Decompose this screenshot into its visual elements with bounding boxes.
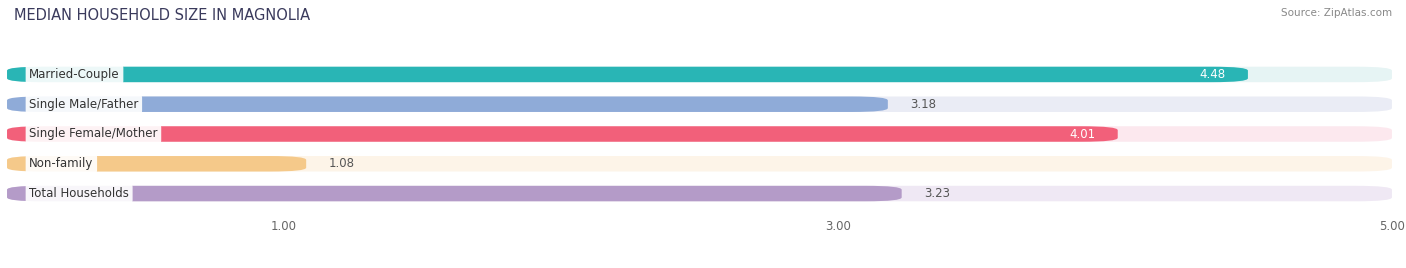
Text: 3.23: 3.23 (924, 187, 950, 200)
Text: 4.01: 4.01 (1070, 128, 1095, 140)
FancyBboxPatch shape (7, 126, 1118, 142)
Text: Total Households: Total Households (30, 187, 129, 200)
Text: Non-family: Non-family (30, 157, 94, 170)
Text: 1.08: 1.08 (329, 157, 354, 170)
FancyBboxPatch shape (7, 156, 1392, 172)
FancyBboxPatch shape (7, 67, 1249, 82)
FancyBboxPatch shape (7, 96, 887, 112)
Text: 3.18: 3.18 (910, 98, 936, 111)
FancyBboxPatch shape (7, 126, 1392, 142)
FancyBboxPatch shape (7, 186, 1392, 201)
Text: Single Male/Father: Single Male/Father (30, 98, 139, 111)
FancyBboxPatch shape (7, 96, 1392, 112)
Text: 4.48: 4.48 (1199, 68, 1226, 81)
Text: Single Female/Mother: Single Female/Mother (30, 128, 157, 140)
Text: Married-Couple: Married-Couple (30, 68, 120, 81)
FancyBboxPatch shape (7, 67, 1392, 82)
Text: MEDIAN HOUSEHOLD SIZE IN MAGNOLIA: MEDIAN HOUSEHOLD SIZE IN MAGNOLIA (14, 8, 311, 23)
Text: Source: ZipAtlas.com: Source: ZipAtlas.com (1281, 8, 1392, 18)
FancyBboxPatch shape (7, 186, 901, 201)
FancyBboxPatch shape (7, 156, 307, 172)
